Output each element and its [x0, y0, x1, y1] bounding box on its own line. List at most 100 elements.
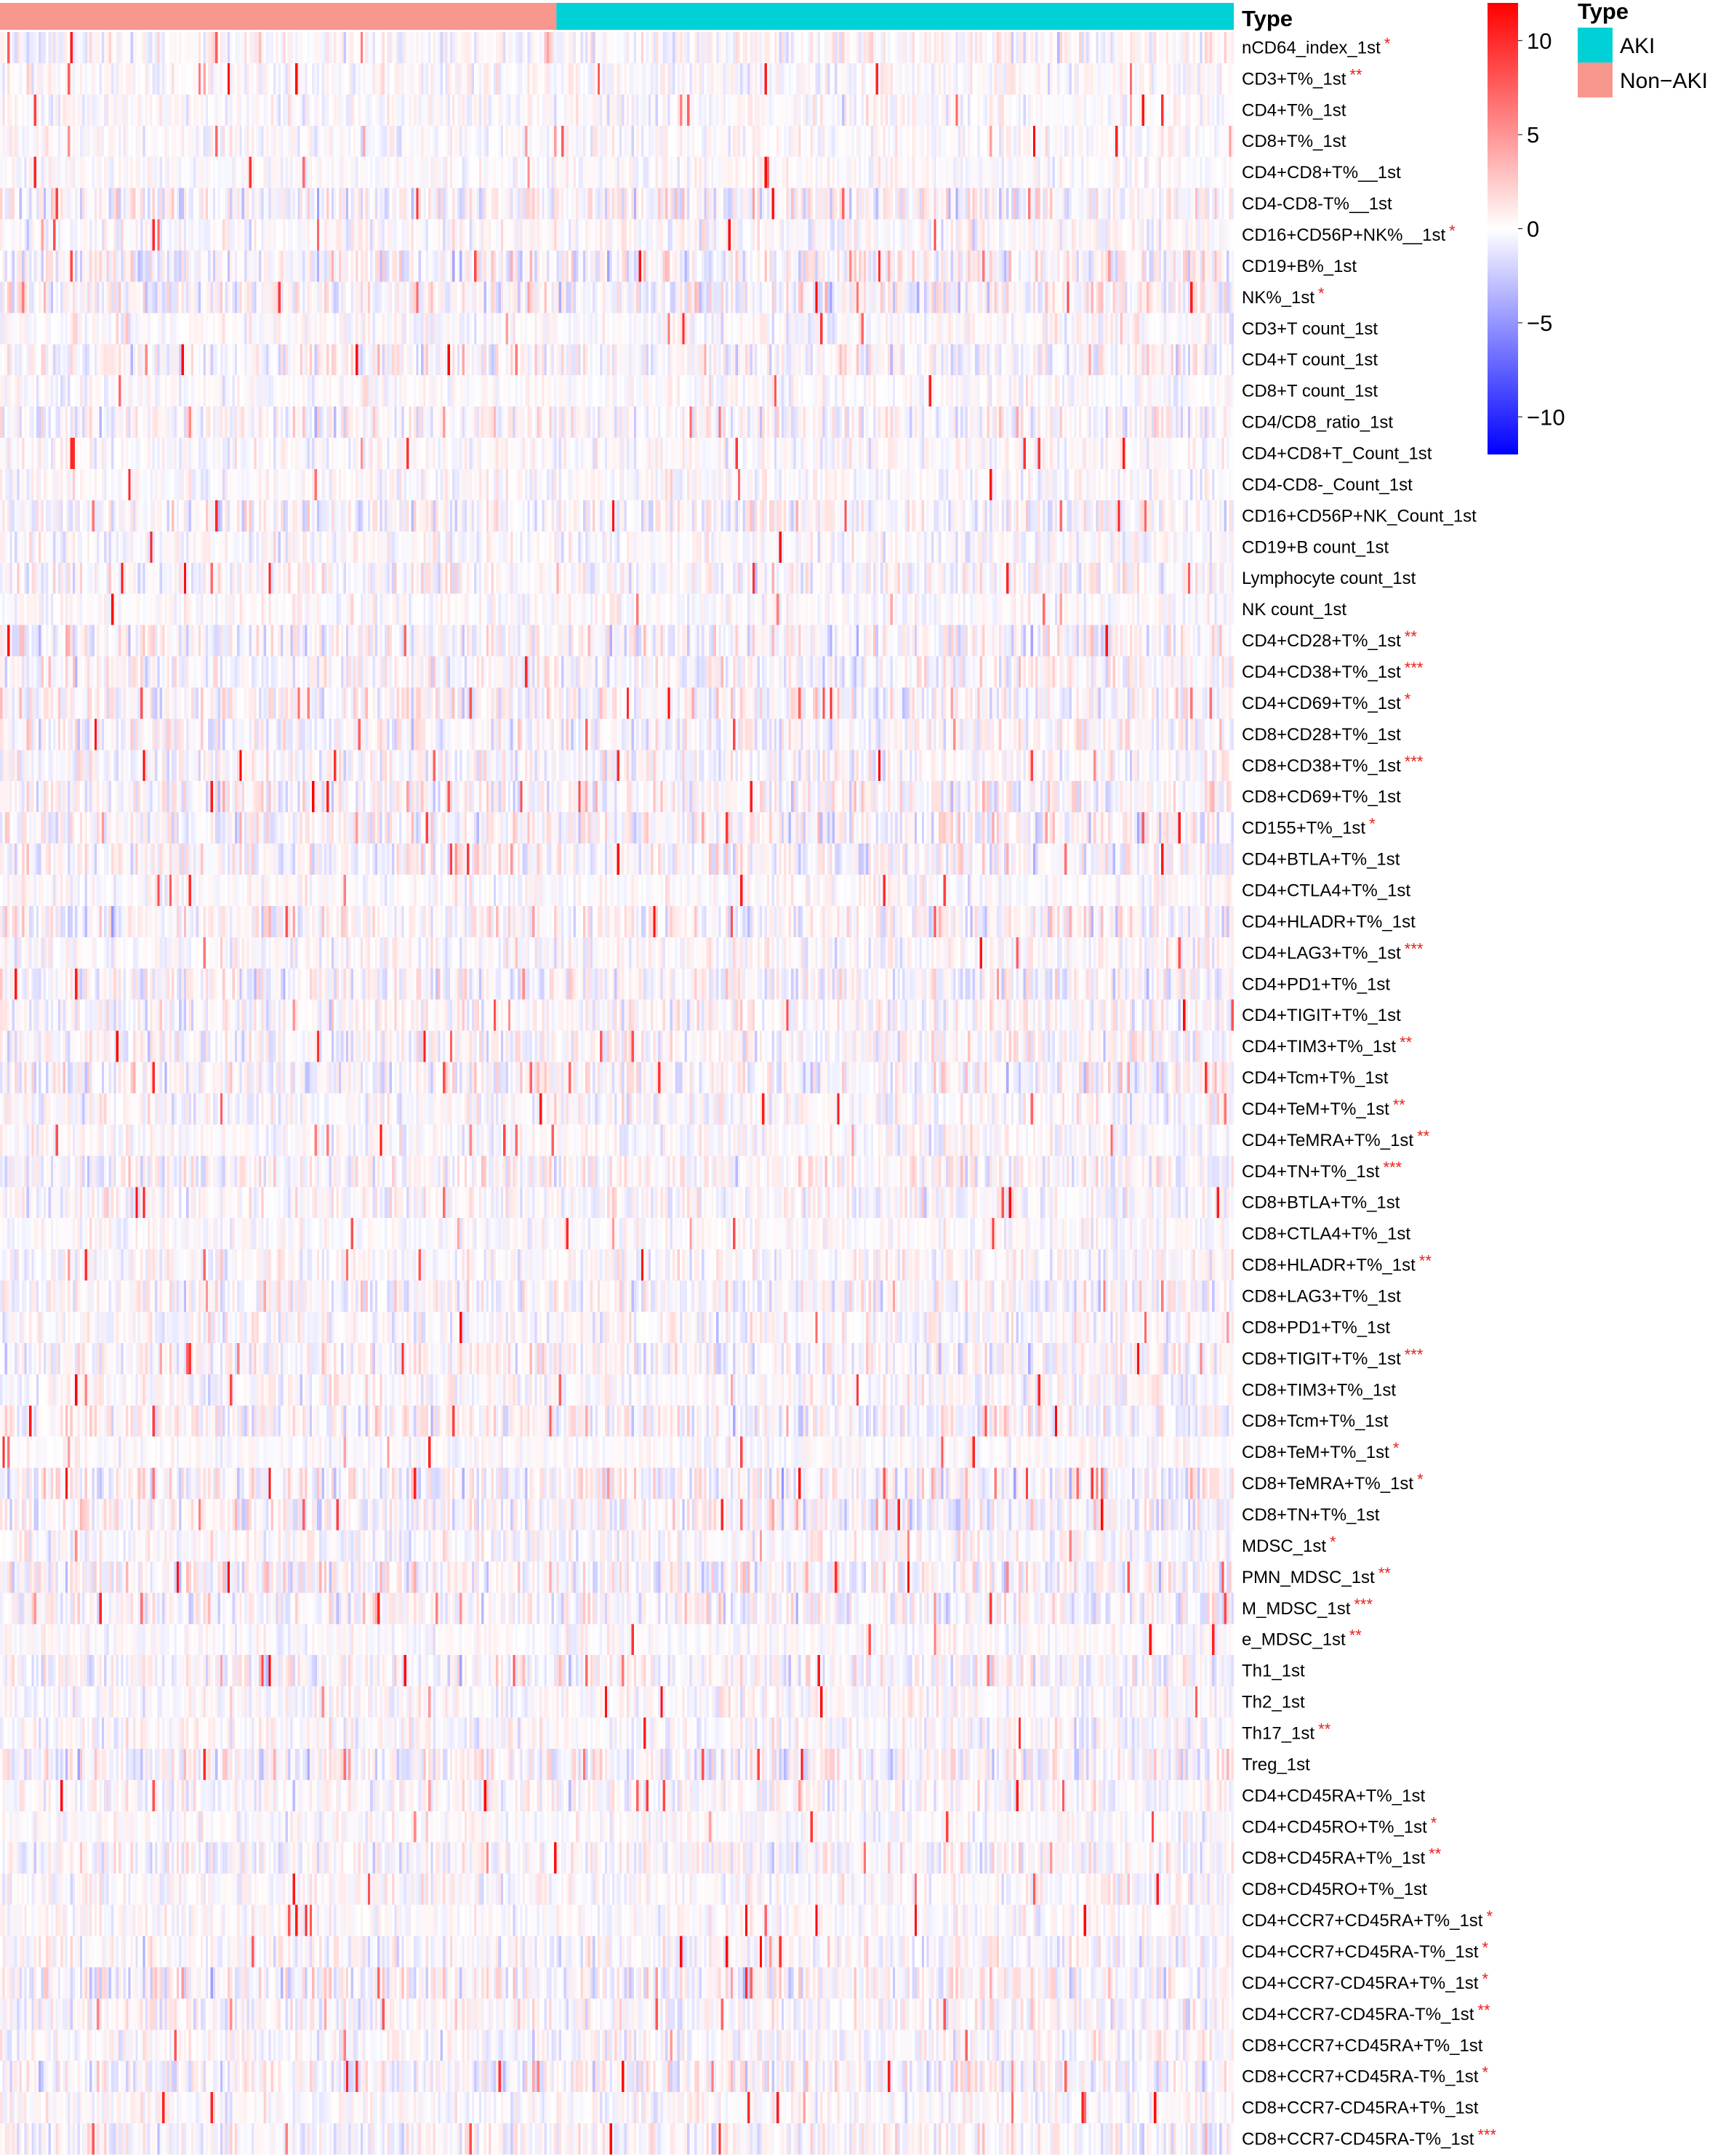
- row-label: CD8+CCR7+CD45RA-T%_1st *: [1242, 2064, 1488, 2087]
- annotation-group-0: [0, 3, 557, 30]
- row-label: CD8+TN+T%_1st: [1242, 1505, 1380, 1525]
- heatmap-cells: [0, 32, 1234, 2155]
- row-label: CD8+CCR7+CD45RA+T%_1st: [1242, 2036, 1483, 2056]
- row-label: CD4+HLADR+T%_1st: [1242, 912, 1416, 931]
- row-label: CD19+B%_1st: [1242, 257, 1357, 276]
- row-label: CD16+CD56P+NK%__1st *: [1242, 222, 1456, 245]
- significance-stars: **: [1477, 2001, 1490, 2019]
- significance-stars: ***: [1383, 1158, 1402, 1177]
- row-labels: nCD64_index_1st * CD3+T%_1st ** CD4+T%_1st CD…: [1242, 34, 1497, 2149]
- color-scale-tick-label: −5: [1527, 310, 1552, 336]
- significance-stars: *: [1417, 1470, 1424, 1488]
- row-label: CD4-CD8-T%__1st: [1242, 194, 1392, 214]
- significance-stars: *: [1393, 1439, 1400, 1457]
- significance-stars: ***: [1405, 939, 1424, 958]
- row-label: CD8+TIGIT+T%_1st ***: [1242, 1345, 1424, 1368]
- row-label: CD8+CD38+T%_1st ***: [1242, 753, 1424, 776]
- row-label: CD4+CCR7+CD45RA+T%_1st *: [1242, 1907, 1493, 1931]
- row-label: Lymphocyte count_1st: [1242, 569, 1416, 588]
- significance-stars: *: [1449, 222, 1456, 240]
- legend-label: AKI: [1620, 34, 1655, 58]
- row-label: CD16+CD56P+NK_Count_1st: [1242, 506, 1477, 526]
- row-label: CD4+CCR7+CD45RA-T%_1st *: [1242, 1939, 1488, 1962]
- row-label: CD4+CD38+T%_1st ***: [1242, 659, 1424, 682]
- row-label: PMN_MDSC_1st **: [1242, 1564, 1391, 1587]
- row-label: MDSC_1st *: [1242, 1533, 1336, 1556]
- annotation-title: Type: [1242, 6, 1293, 31]
- legend-swatch: [1578, 28, 1613, 63]
- row-label: CD4+CD45RA+T%_1st: [1242, 1786, 1425, 1806]
- row-label: M_MDSC_1st ***: [1242, 1595, 1373, 1619]
- row-label: CD4+CD8+T_Count_1st: [1242, 444, 1432, 464]
- row-label: CD4+CTLA4+T%_1st: [1242, 881, 1410, 900]
- significance-stars: *: [1486, 1907, 1493, 1925]
- significance-stars: *: [1405, 690, 1411, 708]
- legend-swatch: [1578, 63, 1613, 97]
- color-scale-tick-label: 10: [1527, 28, 1552, 54]
- legend-label: Non−AKI: [1620, 69, 1708, 93]
- color-scale-tick-label: 5: [1527, 122, 1539, 148]
- color-scale-legend: 10 5 0 −5 −10: [1488, 3, 1565, 454]
- significance-stars: *: [1431, 1814, 1437, 1832]
- row-label: Treg_1st: [1242, 1755, 1310, 1774]
- significance-stars: **: [1318, 1720, 1331, 1738]
- row-label: nCD64_index_1st *: [1242, 34, 1391, 57]
- row-label: CD4+TN+T%_1st ***: [1242, 1158, 1402, 1182]
- significance-stars: **: [1349, 65, 1362, 84]
- row-label: CD4/CD8_ratio_1st: [1242, 413, 1393, 433]
- significance-stars: *: [1369, 815, 1376, 833]
- row-label: CD8+T%_1st: [1242, 132, 1346, 151]
- row-label: CD8+CCR7-CD45RA+T%_1st: [1242, 2099, 1479, 2118]
- row-label: CD8+TIM3+T%_1st: [1242, 1380, 1396, 1400]
- row-label: CD4-CD8-_Count_1st: [1242, 475, 1413, 494]
- significance-stars: ***: [1354, 1595, 1373, 1614]
- significance-stars: *: [1482, 1970, 1488, 1988]
- row-label: CD8+CD45RO+T%_1st: [1242, 1880, 1427, 1899]
- row-label: CD8+CD28+T%_1st: [1242, 725, 1401, 745]
- row-label: CD8+T count_1st: [1242, 382, 1378, 401]
- row-label: CD4+CD69+T%_1st *: [1242, 690, 1411, 713]
- row-label: CD19+B count_1st: [1242, 537, 1389, 557]
- significance-stars: *: [1384, 34, 1391, 52]
- row-label: CD3+T count_1st: [1242, 319, 1378, 339]
- row-label: CD4+CD28+T%_1st **: [1242, 628, 1417, 651]
- color-scale-tick-label: 0: [1527, 217, 1539, 242]
- significance-stars: ***: [1405, 1345, 1424, 1363]
- type-legend: Type AKI Non−AKI: [1578, 0, 1708, 97]
- row-label: CD4+LAG3+T%_1st ***: [1242, 939, 1424, 963]
- row-label: CD4+CCR7-CD45RA+T%_1st *: [1242, 1970, 1488, 1993]
- row-label: CD8+CTLA4+T%_1st: [1242, 1225, 1410, 1244]
- row-label: NK%_1st *: [1242, 284, 1325, 308]
- row-label: CD4+T count_1st: [1242, 350, 1378, 370]
- significance-stars: ***: [1405, 659, 1424, 677]
- significance-stars: *: [1330, 1533, 1336, 1551]
- row-label: CD155+T%_1st *: [1242, 815, 1376, 838]
- row-label: CD8+Tcm+T%_1st: [1242, 1411, 1389, 1431]
- row-label: CD8+CCR7-CD45RA-T%_1st ***: [1242, 2126, 1497, 2149]
- significance-stars: *: [1318, 284, 1325, 302]
- significance-stars: *: [1482, 2064, 1488, 2082]
- row-label: CD3+T%_1st **: [1242, 65, 1362, 89]
- row-label: CD8+TeMRA+T%_1st *: [1242, 1470, 1424, 1494]
- row-label: CD4+T%_1st: [1242, 100, 1346, 120]
- annotation-group-1: [556, 3, 1234, 30]
- row-label: CD8+PD1+T%_1st: [1242, 1318, 1390, 1337]
- row-label: NK count_1st: [1242, 600, 1346, 620]
- row-label: CD4+BTLA+T%_1st: [1242, 850, 1400, 870]
- row-label: CD8+LAG3+T%_1st: [1242, 1287, 1401, 1307]
- row-label: e_MDSC_1st **: [1242, 1627, 1362, 1650]
- significance-stars: **: [1417, 1127, 1430, 1145]
- significance-stars: ***: [1405, 753, 1424, 771]
- significance-stars: **: [1400, 1033, 1413, 1051]
- row-label: CD8+HLADR+T%_1st **: [1242, 1252, 1432, 1275]
- color-scale-tick-label: −10: [1527, 404, 1565, 430]
- row-label: Th1_1st: [1242, 1662, 1305, 1681]
- significance-stars: **: [1349, 1627, 1362, 1645]
- significance-stars: **: [1429, 1845, 1442, 1863]
- row-label: CD4+CCR7-CD45RA-T%_1st **: [1242, 2001, 1490, 2024]
- row-label: Th17_1st **: [1242, 1720, 1331, 1743]
- row-label: CD8+TeM+T%_1st *: [1242, 1439, 1400, 1462]
- type-annotation-bar: [0, 3, 1234, 30]
- color-scale-bar: [1488, 3, 1518, 454]
